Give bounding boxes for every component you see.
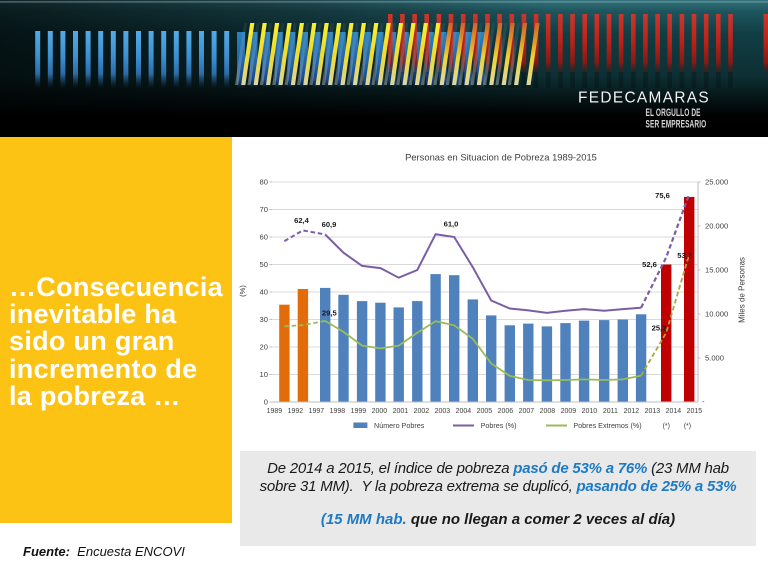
svg-text:SER EMPRESARIO: SER EMPRESARIO [646,118,707,130]
svg-text:1998: 1998 [330,408,346,415]
svg-text:20.000: 20.000 [705,222,728,231]
svg-text:0: 0 [264,398,268,407]
svg-text:EL ORGULLO DE: EL ORGULLO DE [646,106,701,118]
svg-text:25.000: 25.000 [705,178,728,187]
svg-text:75,6: 75,6 [655,191,670,200]
svg-text:40: 40 [260,288,268,297]
svg-text:10.000: 10.000 [705,310,728,319]
svg-text:2004: 2004 [456,408,472,415]
svg-text:2005: 2005 [477,408,493,415]
svg-text:50: 50 [260,260,268,269]
svg-text:25,2: 25,2 [652,323,667,332]
svg-text:52,6: 52,6 [642,260,657,269]
svg-text:61,0: 61,0 [444,220,459,229]
svg-text:1997: 1997 [309,408,325,415]
svg-text:Miles de Personas: Miles de Personas [738,257,747,323]
svg-text:2007: 2007 [519,408,535,415]
svg-text:60: 60 [260,233,268,242]
svg-text:2010: 2010 [582,408,598,415]
svg-text:1999: 1999 [351,408,367,415]
svg-text:62,4: 62,4 [294,216,310,225]
svg-text:2008: 2008 [540,408,556,415]
svg-text:30: 30 [260,315,268,324]
svg-text:29,5: 29,5 [322,308,338,317]
svg-text:(*): (*) [663,423,670,430]
svg-text:Personas en Situacion de Pobre: Personas en Situacion de Pobreza 1989-20… [405,152,597,163]
svg-text:2013: 2013 [645,408,661,415]
svg-text:2014: 2014 [666,408,682,415]
svg-text:70: 70 [260,205,268,214]
svg-text:2012: 2012 [624,408,640,415]
svg-text:1992: 1992 [288,408,304,415]
svg-text:2011: 2011 [603,408,618,415]
svg-text:(*): (*) [684,423,691,430]
svg-text:2006: 2006 [498,408,514,415]
svg-text:Pobres Extremos (%): Pobres Extremos (%) [573,421,641,430]
svg-text:53,7: 53,7 [677,251,692,260]
svg-text:2000: 2000 [372,408,388,415]
svg-text:-: - [702,397,705,406]
svg-text:2015: 2015 [687,408,703,415]
svg-text:2002: 2002 [414,408,430,415]
svg-text:80: 80 [260,178,268,187]
svg-text:FEDECAMARAS: FEDECAMARAS [578,90,710,107]
svg-text:1989: 1989 [267,408,283,415]
svg-text:60,9: 60,9 [322,220,337,229]
svg-text:Pobres (%): Pobres (%) [481,421,517,430]
svg-text:10: 10 [260,370,268,379]
svg-text:2001: 2001 [393,408,409,415]
svg-text:15.000: 15.000 [705,266,728,275]
svg-text:2003: 2003 [435,408,451,415]
svg-text:Número Pobres: Número Pobres [374,421,425,430]
svg-text:(%): (%) [238,285,247,297]
svg-text:20: 20 [260,343,268,352]
svg-text:5.000: 5.000 [705,354,724,363]
svg-text:2009: 2009 [561,408,577,415]
